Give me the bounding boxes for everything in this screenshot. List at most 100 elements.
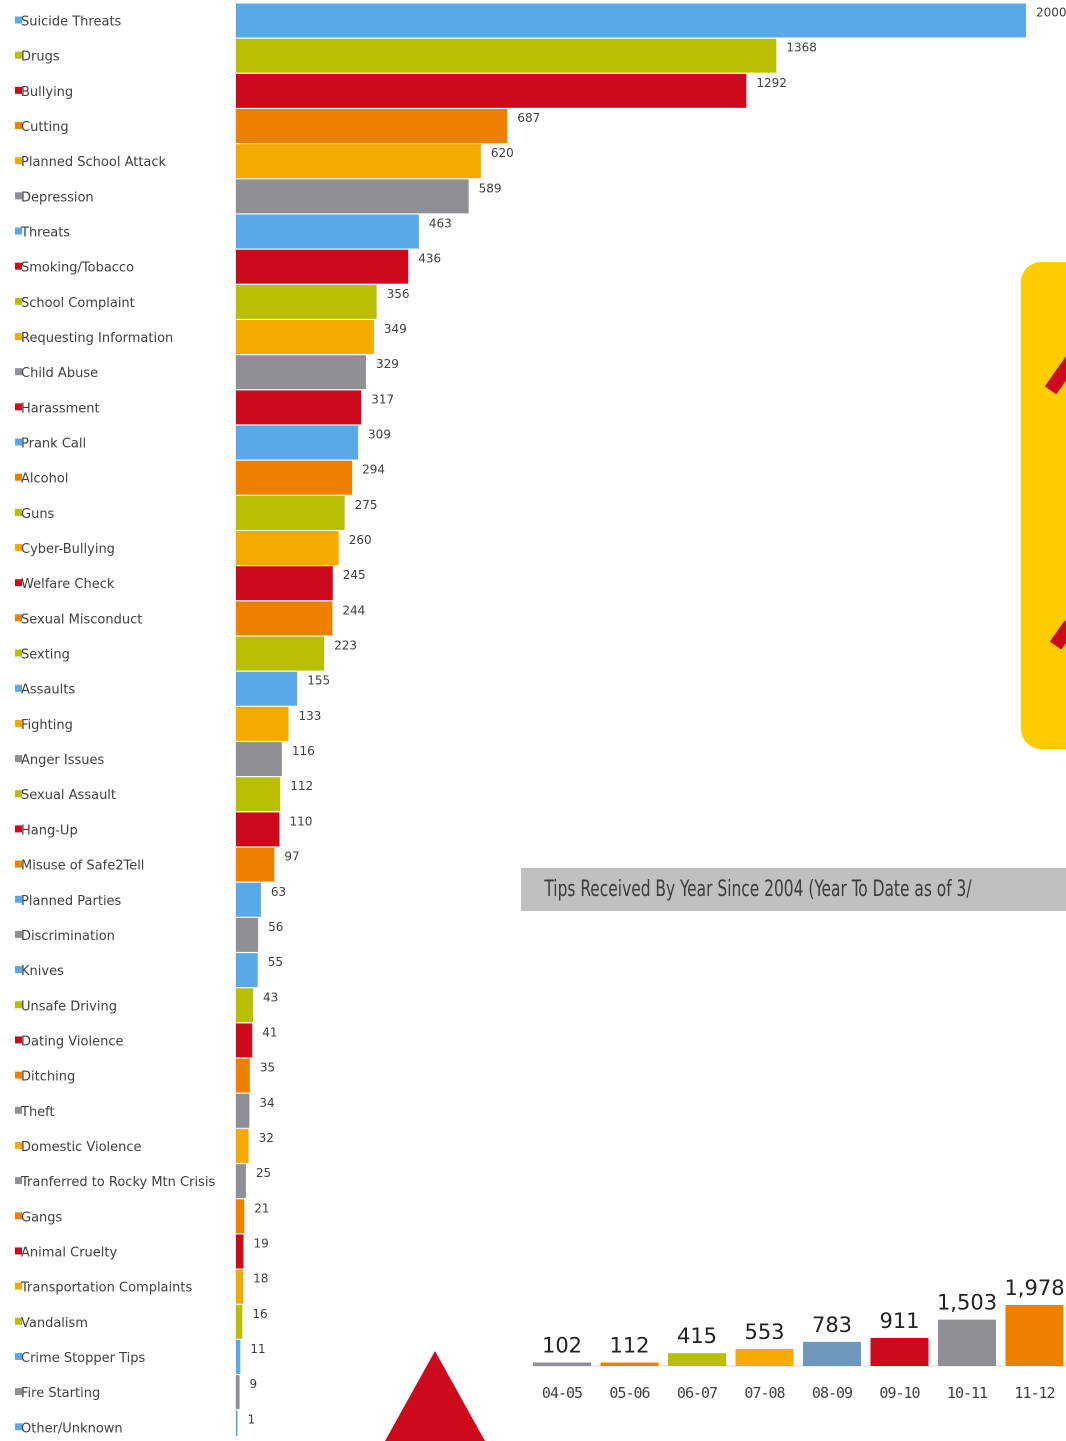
legend-swatch — [15, 1071, 22, 1079]
category-label: Cyber-Bullying — [21, 542, 115, 557]
legend-swatch — [15, 51, 22, 59]
category-bar — [236, 179, 469, 214]
legend-swatch — [15, 122, 22, 130]
legend-swatch — [15, 368, 22, 376]
category-value-label: 245 — [343, 568, 366, 582]
legend-swatch — [15, 755, 22, 763]
category-bar — [236, 495, 345, 530]
year-value-label: 112 — [609, 1334, 649, 1358]
category-bar — [236, 706, 289, 741]
year-tick-label: 07-08 — [744, 1384, 785, 1402]
category-bar — [236, 284, 377, 319]
category-label: Hang-Up — [21, 823, 78, 838]
category-value-label: 25 — [256, 1166, 271, 1180]
category-label: Dating Violence — [21, 1034, 123, 1049]
category-label: Assaults — [21, 683, 75, 698]
legend-swatch — [15, 1141, 22, 1149]
tips-by-year-banner: Tips Received By Year Since 2004 (Year T… — [521, 868, 1066, 911]
legend-swatch — [15, 1036, 22, 1044]
year-tick-label: 10-11 — [947, 1384, 988, 1402]
category-bar — [236, 847, 275, 882]
category-label: School Complaint — [21, 296, 135, 311]
year-bar — [938, 1319, 996, 1366]
category-value-label: 9 — [250, 1377, 258, 1391]
category-label: Domestic Violence — [21, 1140, 142, 1155]
category-bar — [236, 1199, 245, 1234]
category-label: Other/Unknown — [21, 1421, 123, 1436]
category-bar — [236, 742, 282, 777]
category-label: Tranferred to Rocky Mtn Crisis — [20, 1175, 215, 1190]
category-bar — [236, 73, 747, 108]
category-label: Sexting — [21, 648, 70, 663]
legend-swatch — [15, 860, 22, 868]
category-label: Depression — [21, 190, 94, 205]
year-tick-label: 09-10 — [879, 1384, 920, 1402]
category-label: Requesting Information — [21, 331, 173, 346]
category-bar — [236, 390, 362, 425]
category-bar — [236, 144, 481, 179]
category-value-label: 18 — [253, 1272, 268, 1286]
category-value-label: 21 — [254, 1201, 269, 1215]
category-label: Harassment — [21, 401, 100, 416]
category-bar — [236, 636, 325, 671]
category-label: Smoking/Tobacco — [21, 261, 134, 276]
legend-swatch — [15, 157, 22, 165]
category-bar — [236, 531, 339, 566]
legend-swatch — [15, 192, 22, 200]
year-value-label: 911 — [879, 1309, 919, 1333]
category-bar — [236, 460, 353, 495]
legend-swatch — [15, 544, 22, 552]
legend-swatch — [15, 262, 22, 270]
category-value-label: 55 — [268, 955, 283, 969]
year-tick-label: 05-06 — [609, 1384, 650, 1402]
legend-swatch — [15, 614, 22, 622]
category-bar — [236, 1304, 243, 1339]
category-label: Anger Issues — [21, 753, 104, 768]
category-label: Bullying — [21, 85, 73, 100]
category-value-label: 16 — [252, 1307, 267, 1321]
year-bar — [600, 1362, 659, 1366]
legend-swatch — [15, 227, 22, 235]
category-value-label: 1 — [248, 1412, 256, 1426]
category-label: Alcohol — [21, 472, 68, 487]
year-value-label: 553 — [744, 1320, 784, 1344]
legend-swatch — [15, 508, 22, 516]
category-bar — [236, 1128, 249, 1163]
legend-swatch — [15, 930, 22, 938]
legend-swatch — [15, 719, 22, 727]
category-value-label: 41 — [262, 1025, 277, 1039]
category-value-label: 2000 — [1036, 6, 1066, 20]
category-value-label: 116 — [292, 744, 315, 758]
category-bar — [236, 425, 359, 460]
category-label: Gangs — [21, 1210, 63, 1225]
legend-swatch — [15, 1317, 22, 1325]
category-value-label: 436 — [418, 252, 441, 266]
legend-swatch — [15, 1177, 22, 1185]
legend-swatch — [15, 438, 22, 446]
year-bar — [533, 1362, 591, 1366]
category-value-label: 1292 — [756, 76, 787, 90]
legend-swatch — [15, 1388, 22, 1396]
category-value-label: 317 — [371, 392, 394, 406]
legend-swatch — [15, 333, 22, 341]
category-value-label: 110 — [289, 814, 312, 828]
category-value-label: 56 — [268, 920, 283, 934]
year-bar — [870, 1337, 929, 1366]
legend-swatch — [15, 86, 22, 94]
legend-swatch — [15, 1212, 22, 1220]
legend-swatch — [15, 1001, 22, 1009]
category-value-label: 260 — [349, 533, 372, 547]
category-bar — [236, 249, 409, 284]
year-value-label: 783 — [812, 1313, 852, 1337]
year-value-label: 1,503 — [937, 1291, 997, 1315]
legend-swatch — [15, 966, 22, 974]
category-value-label: 11 — [250, 1342, 265, 1356]
category-label: Unsafe Driving — [21, 999, 117, 1014]
category-bar — [236, 1269, 244, 1304]
legend-swatch — [15, 825, 22, 833]
category-bar — [236, 1093, 250, 1128]
legend-swatch — [15, 579, 22, 587]
category-label: Planned Parties — [21, 894, 122, 909]
category-value-label: 223 — [334, 639, 357, 653]
